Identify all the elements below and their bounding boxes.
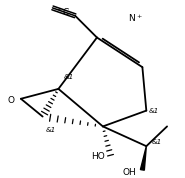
Text: &1: &1 [149, 108, 159, 114]
Text: &1: &1 [63, 74, 73, 80]
Text: $^-$C: $^-$C [54, 6, 70, 17]
Text: O: O [8, 96, 14, 105]
Text: HO: HO [91, 151, 105, 161]
Text: &1: &1 [45, 127, 56, 133]
Polygon shape [140, 146, 146, 170]
Text: OH: OH [123, 168, 136, 177]
Text: &1: &1 [152, 139, 162, 145]
Text: N$^+$: N$^+$ [128, 12, 143, 24]
